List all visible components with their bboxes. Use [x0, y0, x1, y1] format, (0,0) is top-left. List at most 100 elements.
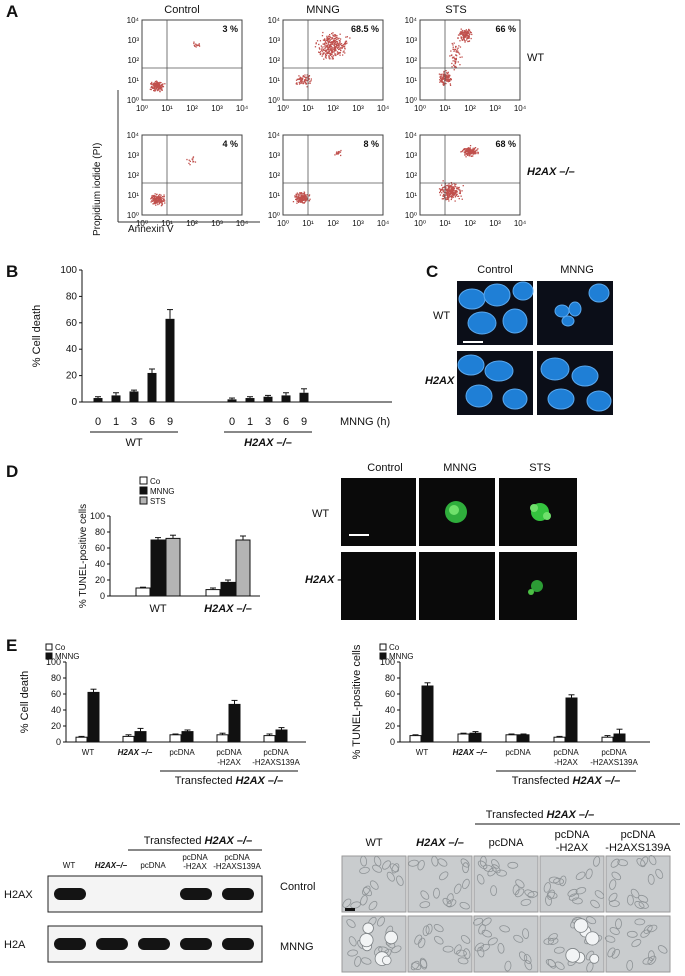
chart-d-tunel: 0 20 40 60 80 100% TUNEL-positive cells WT H2AX…	[78, 476, 260, 615]
y-axis-label: % TUNEL-positive cells	[78, 504, 89, 608]
x-tick-label: 9	[167, 416, 173, 428]
bar	[228, 703, 241, 743]
flow-x-tick: 10⁴	[514, 219, 527, 228]
y-tick-label: 40	[51, 705, 61, 715]
x-tick-label-line2: -H2AXS139A	[590, 758, 638, 767]
flow-y-tick: 10²	[127, 171, 139, 180]
flow-y-tick: 10²	[268, 56, 280, 65]
legend-label: STS	[150, 497, 166, 506]
flow-x-tick: 10⁴	[377, 104, 390, 113]
flow-x-tick: 10²	[186, 104, 198, 113]
phase-transfected-label: Transfected H2AX –/–	[486, 809, 594, 821]
western-blot: Transfected H2AX –/–WT H2AX–/– pcDNApcDNA-…	[4, 835, 263, 963]
flow-percent: 3 %	[222, 24, 238, 34]
flow-y-tick: 10⁰	[268, 96, 280, 105]
bar	[87, 691, 100, 743]
flow-y-tick: 10³	[127, 36, 139, 45]
flow-x-tick: 10¹	[439, 219, 451, 228]
chart-e-right-tunel: 0 20 40 60 80 100 % TUNEL-positive cells WT H2AX…	[351, 643, 650, 787]
bar	[150, 539, 166, 597]
flow-percent: 68 %	[495, 139, 516, 149]
x-tick-label-line2: -H2AXS139A	[252, 758, 300, 767]
phase-image	[605, 915, 671, 973]
bar	[517, 734, 530, 743]
phase-cells	[476, 855, 539, 906]
flow-col-title-control: Control	[164, 4, 200, 16]
bar	[216, 734, 229, 743]
phase-col-title: pcDNA	[555, 829, 591, 841]
flow-y-tick: 10²	[405, 56, 417, 65]
flow-x-tick: 10⁰	[414, 104, 426, 113]
phase-cells	[608, 855, 664, 909]
bar	[220, 581, 236, 597]
flow-dots	[292, 149, 342, 204]
panel-letter-d: D	[6, 462, 19, 481]
c-row-label-wt: WT	[433, 310, 451, 322]
blot-lane-label: WT	[63, 861, 76, 870]
flow-y-tick: 10³	[405, 36, 417, 45]
flow-row-label-wt: WT	[527, 52, 545, 64]
y-tick-label: 80	[66, 291, 78, 302]
blot-band	[222, 938, 254, 950]
d-col-title-sts: STS	[529, 462, 551, 474]
phase-dead-cells	[565, 918, 600, 964]
x-tick-label: pcDNA	[601, 748, 627, 757]
legend-swatch	[45, 643, 53, 651]
blot-band	[54, 888, 86, 900]
x-tick-label: 3	[265, 416, 271, 428]
flow-x-tick: 10¹	[161, 219, 173, 228]
x-tick-label: 0	[95, 416, 101, 428]
flow-col-title-mnng: MNNG	[306, 4, 340, 16]
phase-cells	[543, 856, 605, 909]
blot-band	[180, 938, 212, 950]
d-col-title-control: Control	[367, 462, 403, 474]
legend-label: MNNG	[389, 652, 413, 661]
blot-band	[54, 938, 86, 950]
bar	[165, 537, 181, 597]
y-tick-label: 20	[385, 721, 395, 731]
x-tick-label: 1	[113, 416, 119, 428]
flow-xlabel: Annexin V	[128, 224, 174, 235]
y-tick-label: 60	[385, 689, 395, 699]
flow-x-tick: 10²	[327, 104, 339, 113]
y-tick-label: 80	[95, 527, 105, 537]
blot-lane-label-line2: -H2AXS139A	[213, 862, 261, 871]
flow-y-tick: 10¹	[405, 191, 417, 200]
panel-letter-a: A	[6, 2, 19, 21]
legend-label: Co	[389, 643, 400, 652]
phase-col-title-line2: -H2AX	[556, 842, 589, 854]
blot-transfected-label: Transfected H2AX –/–	[144, 835, 252, 847]
blot-row-label: H2AX	[4, 889, 33, 901]
legend-swatch	[45, 652, 53, 660]
x-axis-label: MNNG (h)	[340, 416, 390, 428]
x-tick-label: pcDNA	[263, 748, 289, 757]
d-row-label-h2ax: H2AX –/–	[305, 574, 353, 586]
x-tick-label: pcDNA	[553, 748, 579, 757]
phase-scale-bar	[345, 908, 355, 911]
bar	[457, 733, 470, 743]
panel-letter-b: B	[6, 262, 19, 281]
bar	[281, 395, 291, 402]
legend-label: MNNG	[150, 487, 174, 496]
legend-label: Co	[150, 477, 161, 486]
flow-dots	[438, 28, 473, 86]
phase-image	[539, 855, 605, 913]
flow-percent: 8 %	[363, 139, 379, 149]
y-tick-label: 0	[100, 591, 105, 601]
blot-lane-label-line2: -H2AX	[183, 862, 207, 871]
blot-lane-label: pcDNA	[224, 853, 250, 862]
bar	[134, 731, 147, 743]
bar	[275, 729, 288, 743]
x-tick-label: H2AX –/–	[204, 603, 252, 615]
flow-x-tick: 10³	[352, 219, 364, 228]
flow-x-tick: 10²	[186, 219, 198, 228]
flow-y-tick: 10³	[127, 151, 139, 160]
phase-cells	[410, 923, 471, 971]
x-tick-label: 9	[301, 416, 307, 428]
flow-plot-frame	[282, 134, 384, 216]
flow-x-tick: 10⁰	[414, 219, 426, 228]
bar	[409, 735, 422, 743]
